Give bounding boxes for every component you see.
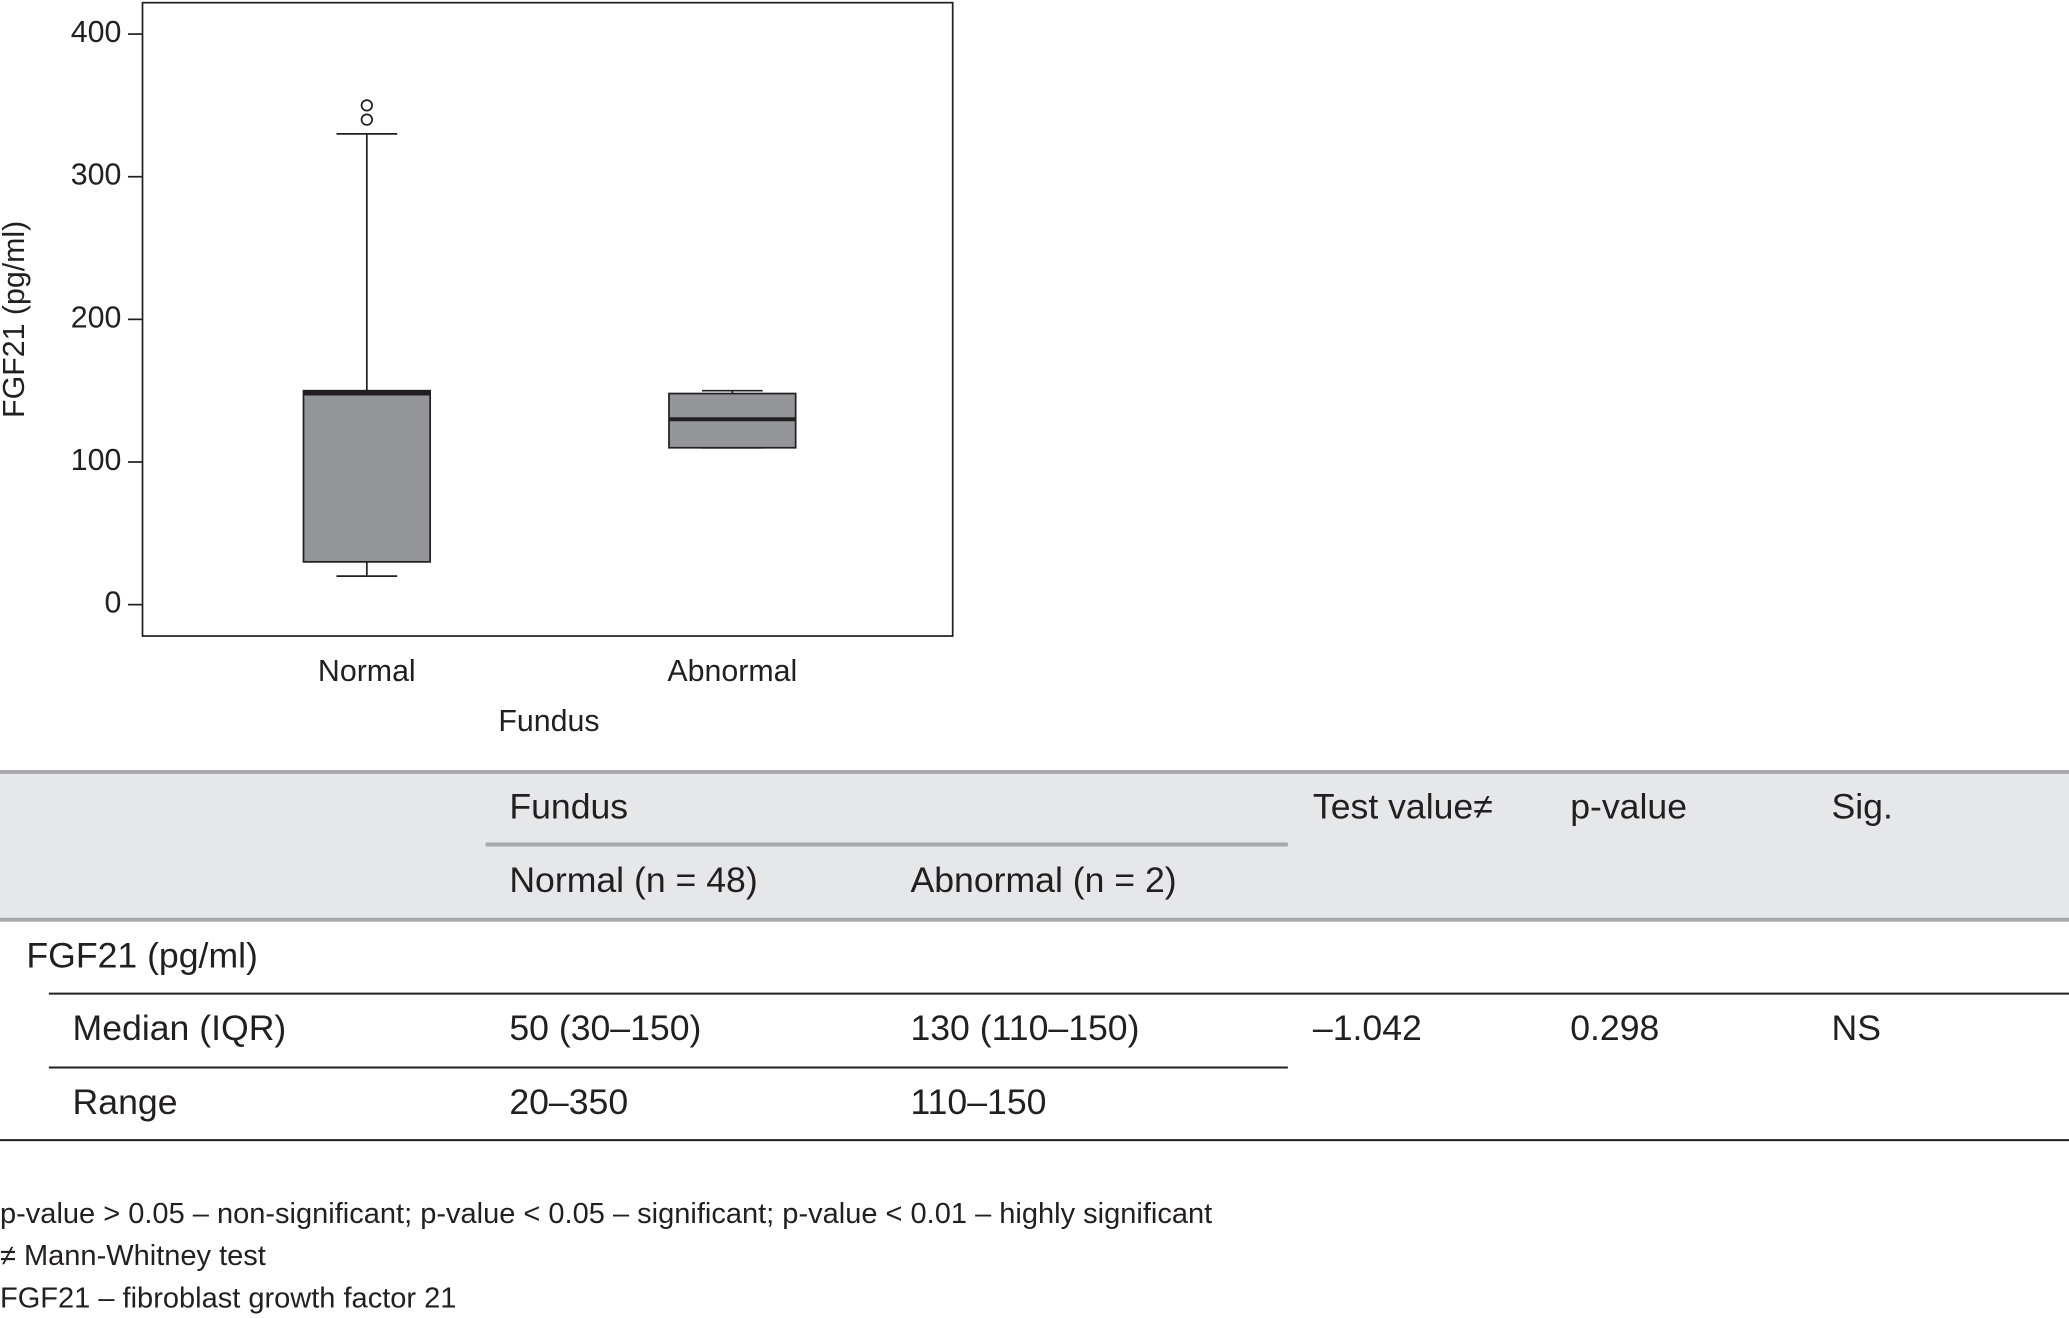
plot-frame — [141, 1, 954, 637]
row-label: Range — [73, 1082, 178, 1122]
footnote: FGF21 – fibroblast growth factor 21 — [0, 1282, 456, 1314]
outlier — [360, 99, 373, 112]
y-tick-label: 100 — [71, 444, 122, 477]
y-tick-label: 300 — [71, 159, 122, 192]
y-axis-label: FGF21 (pg/ml) — [0, 221, 31, 418]
table-cell: 20–350 — [509, 1082, 628, 1122]
x-axis-label: Fundus — [498, 705, 599, 738]
y-tick-label: 0 — [105, 587, 122, 620]
x-tick-label: Normal — [318, 655, 416, 688]
table-cell: 130 (110–150) — [910, 1008, 1139, 1048]
y-tick-label: 400 — [71, 16, 122, 49]
table-cell: 0.298 — [1570, 1008, 1659, 1048]
y-tick-label: 200 — [71, 301, 122, 334]
box — [302, 389, 432, 563]
table-cell: –1.042 — [1313, 1008, 1422, 1048]
group-header: Fundus — [509, 786, 628, 826]
table-cell: 110–150 — [910, 1082, 1046, 1122]
table-cell: 50 (30–150) — [509, 1008, 701, 1048]
table-cell: NS — [1831, 1008, 1880, 1048]
footnote: p-value > 0.05 – non-significant; p-valu… — [0, 1198, 1212, 1230]
row-label: Median (IQR) — [73, 1008, 287, 1048]
column-header: Test value≠ — [1313, 786, 1493, 826]
footnote: ≠ Mann-Whitney test — [0, 1240, 266, 1272]
outlier — [360, 113, 373, 126]
x-tick-label: Abnormal — [667, 655, 797, 688]
section-label: FGF21 (pg/ml) — [26, 935, 257, 975]
column-header: p-value — [1570, 786, 1687, 826]
column-subheader: Normal (n = 48) — [509, 860, 757, 900]
column-subheader: Abnormal (n = 2) — [910, 860, 1176, 900]
column-header: Sig. — [1831, 786, 1892, 826]
